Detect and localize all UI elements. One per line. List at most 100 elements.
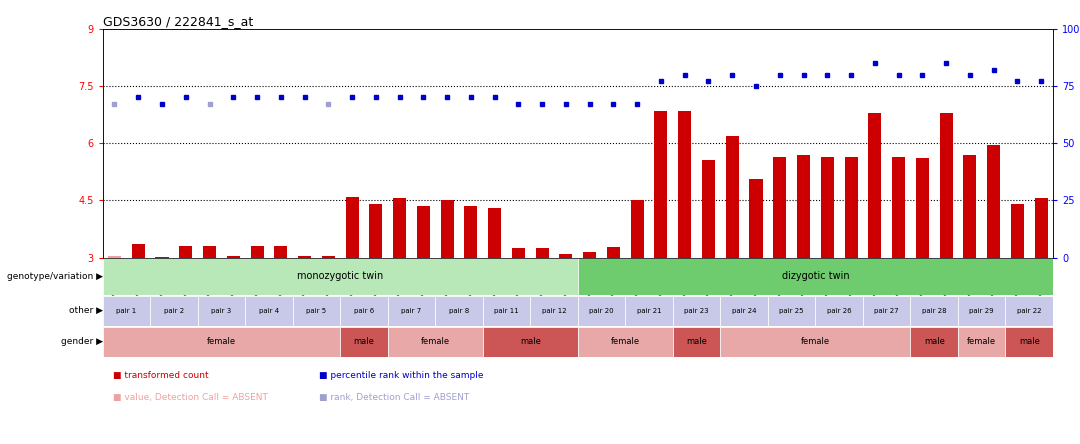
Text: ■ percentile rank within the sample: ■ percentile rank within the sample (319, 371, 483, 380)
Bar (103, 296, 150, 326)
Text: pair 20: pair 20 (590, 308, 613, 314)
Bar (910, 296, 958, 326)
Text: male: male (1018, 337, 1040, 346)
Bar (940, 113, 953, 258)
Bar (156, 257, 168, 258)
Bar (673, 327, 720, 357)
Text: female: female (207, 337, 235, 346)
Text: other ▶: other ▶ (69, 306, 103, 315)
Bar (815, 296, 863, 326)
Bar (417, 206, 430, 258)
Text: pair 8: pair 8 (449, 308, 469, 314)
Bar (103, 258, 578, 294)
Text: monozygotic twin: monozygotic twin (297, 271, 383, 281)
Bar (1005, 296, 1053, 326)
Text: pair 2: pair 2 (164, 308, 184, 314)
Text: female: female (611, 337, 639, 346)
Text: genotype/variation ▶: genotype/variation ▶ (6, 272, 103, 281)
Bar (631, 200, 644, 258)
Bar (702, 160, 715, 258)
Text: pair 23: pair 23 (685, 308, 708, 314)
Bar (536, 248, 549, 258)
Bar (868, 113, 881, 258)
Bar (340, 327, 388, 357)
Text: female: female (801, 337, 829, 346)
Bar (369, 204, 382, 258)
Bar (150, 296, 198, 326)
Bar (103, 327, 340, 357)
Text: pair 26: pair 26 (827, 308, 851, 314)
Text: ■ rank, Detection Call = ABSENT: ■ rank, Detection Call = ABSENT (319, 393, 469, 402)
Text: male: male (353, 337, 375, 346)
Text: pair 24: pair 24 (732, 308, 756, 314)
Bar (958, 327, 1005, 357)
Text: ■ transformed count: ■ transformed count (113, 371, 210, 380)
Text: pair 11: pair 11 (495, 308, 518, 314)
Bar (1005, 327, 1053, 357)
Bar (578, 296, 625, 326)
Bar (910, 327, 958, 357)
Bar (435, 296, 483, 326)
Text: female: female (968, 337, 996, 346)
Bar (987, 145, 1000, 258)
Text: pair 6: pair 6 (354, 308, 374, 314)
Bar (251, 246, 264, 258)
Bar (845, 157, 858, 258)
Bar (768, 296, 815, 326)
Bar (483, 327, 578, 357)
Text: pair 7: pair 7 (402, 308, 421, 314)
Bar (958, 296, 1005, 326)
Bar (720, 327, 910, 357)
Bar (963, 155, 976, 258)
Bar (483, 296, 530, 326)
Text: male: male (923, 337, 945, 346)
Bar (298, 256, 311, 258)
Text: pair 5: pair 5 (307, 308, 326, 314)
Bar (274, 246, 287, 258)
Text: pair 4: pair 4 (259, 308, 279, 314)
Bar (346, 197, 359, 258)
Text: pair 22: pair 22 (1017, 308, 1041, 314)
Text: pair 27: pair 27 (875, 308, 899, 314)
Bar (293, 296, 340, 326)
Bar (393, 198, 406, 258)
Text: GDS3630 / 222841_s_at: GDS3630 / 222841_s_at (103, 15, 253, 28)
Bar (578, 258, 1053, 294)
Bar (322, 256, 335, 258)
Bar (673, 296, 720, 326)
Bar (512, 248, 525, 258)
Bar (108, 256, 121, 258)
Bar (863, 296, 910, 326)
Bar (578, 327, 673, 357)
Bar (773, 157, 786, 258)
Text: female: female (421, 337, 449, 346)
Text: pair 12: pair 12 (542, 308, 566, 314)
Text: male: male (519, 337, 541, 346)
Bar (388, 296, 435, 326)
Text: pair 21: pair 21 (637, 308, 661, 314)
Bar (245, 296, 293, 326)
Bar (750, 179, 762, 258)
Text: pair 3: pair 3 (212, 308, 231, 314)
Bar (179, 246, 192, 258)
Bar (203, 246, 216, 258)
Text: gender ▶: gender ▶ (60, 337, 103, 346)
Text: pair 28: pair 28 (922, 308, 946, 314)
Bar (625, 296, 673, 326)
Bar (559, 254, 572, 258)
Bar (678, 111, 691, 258)
Bar (340, 296, 388, 326)
Bar (198, 296, 245, 326)
Text: male: male (686, 337, 707, 346)
Bar (464, 206, 477, 258)
Text: dizygotic twin: dizygotic twin (782, 271, 849, 281)
Bar (388, 327, 483, 357)
Bar (726, 135, 739, 258)
Bar (821, 157, 834, 258)
Bar (583, 252, 596, 258)
Bar (132, 244, 145, 258)
Bar (227, 256, 240, 258)
Bar (1011, 204, 1024, 258)
Bar (488, 208, 501, 258)
Bar (892, 157, 905, 258)
